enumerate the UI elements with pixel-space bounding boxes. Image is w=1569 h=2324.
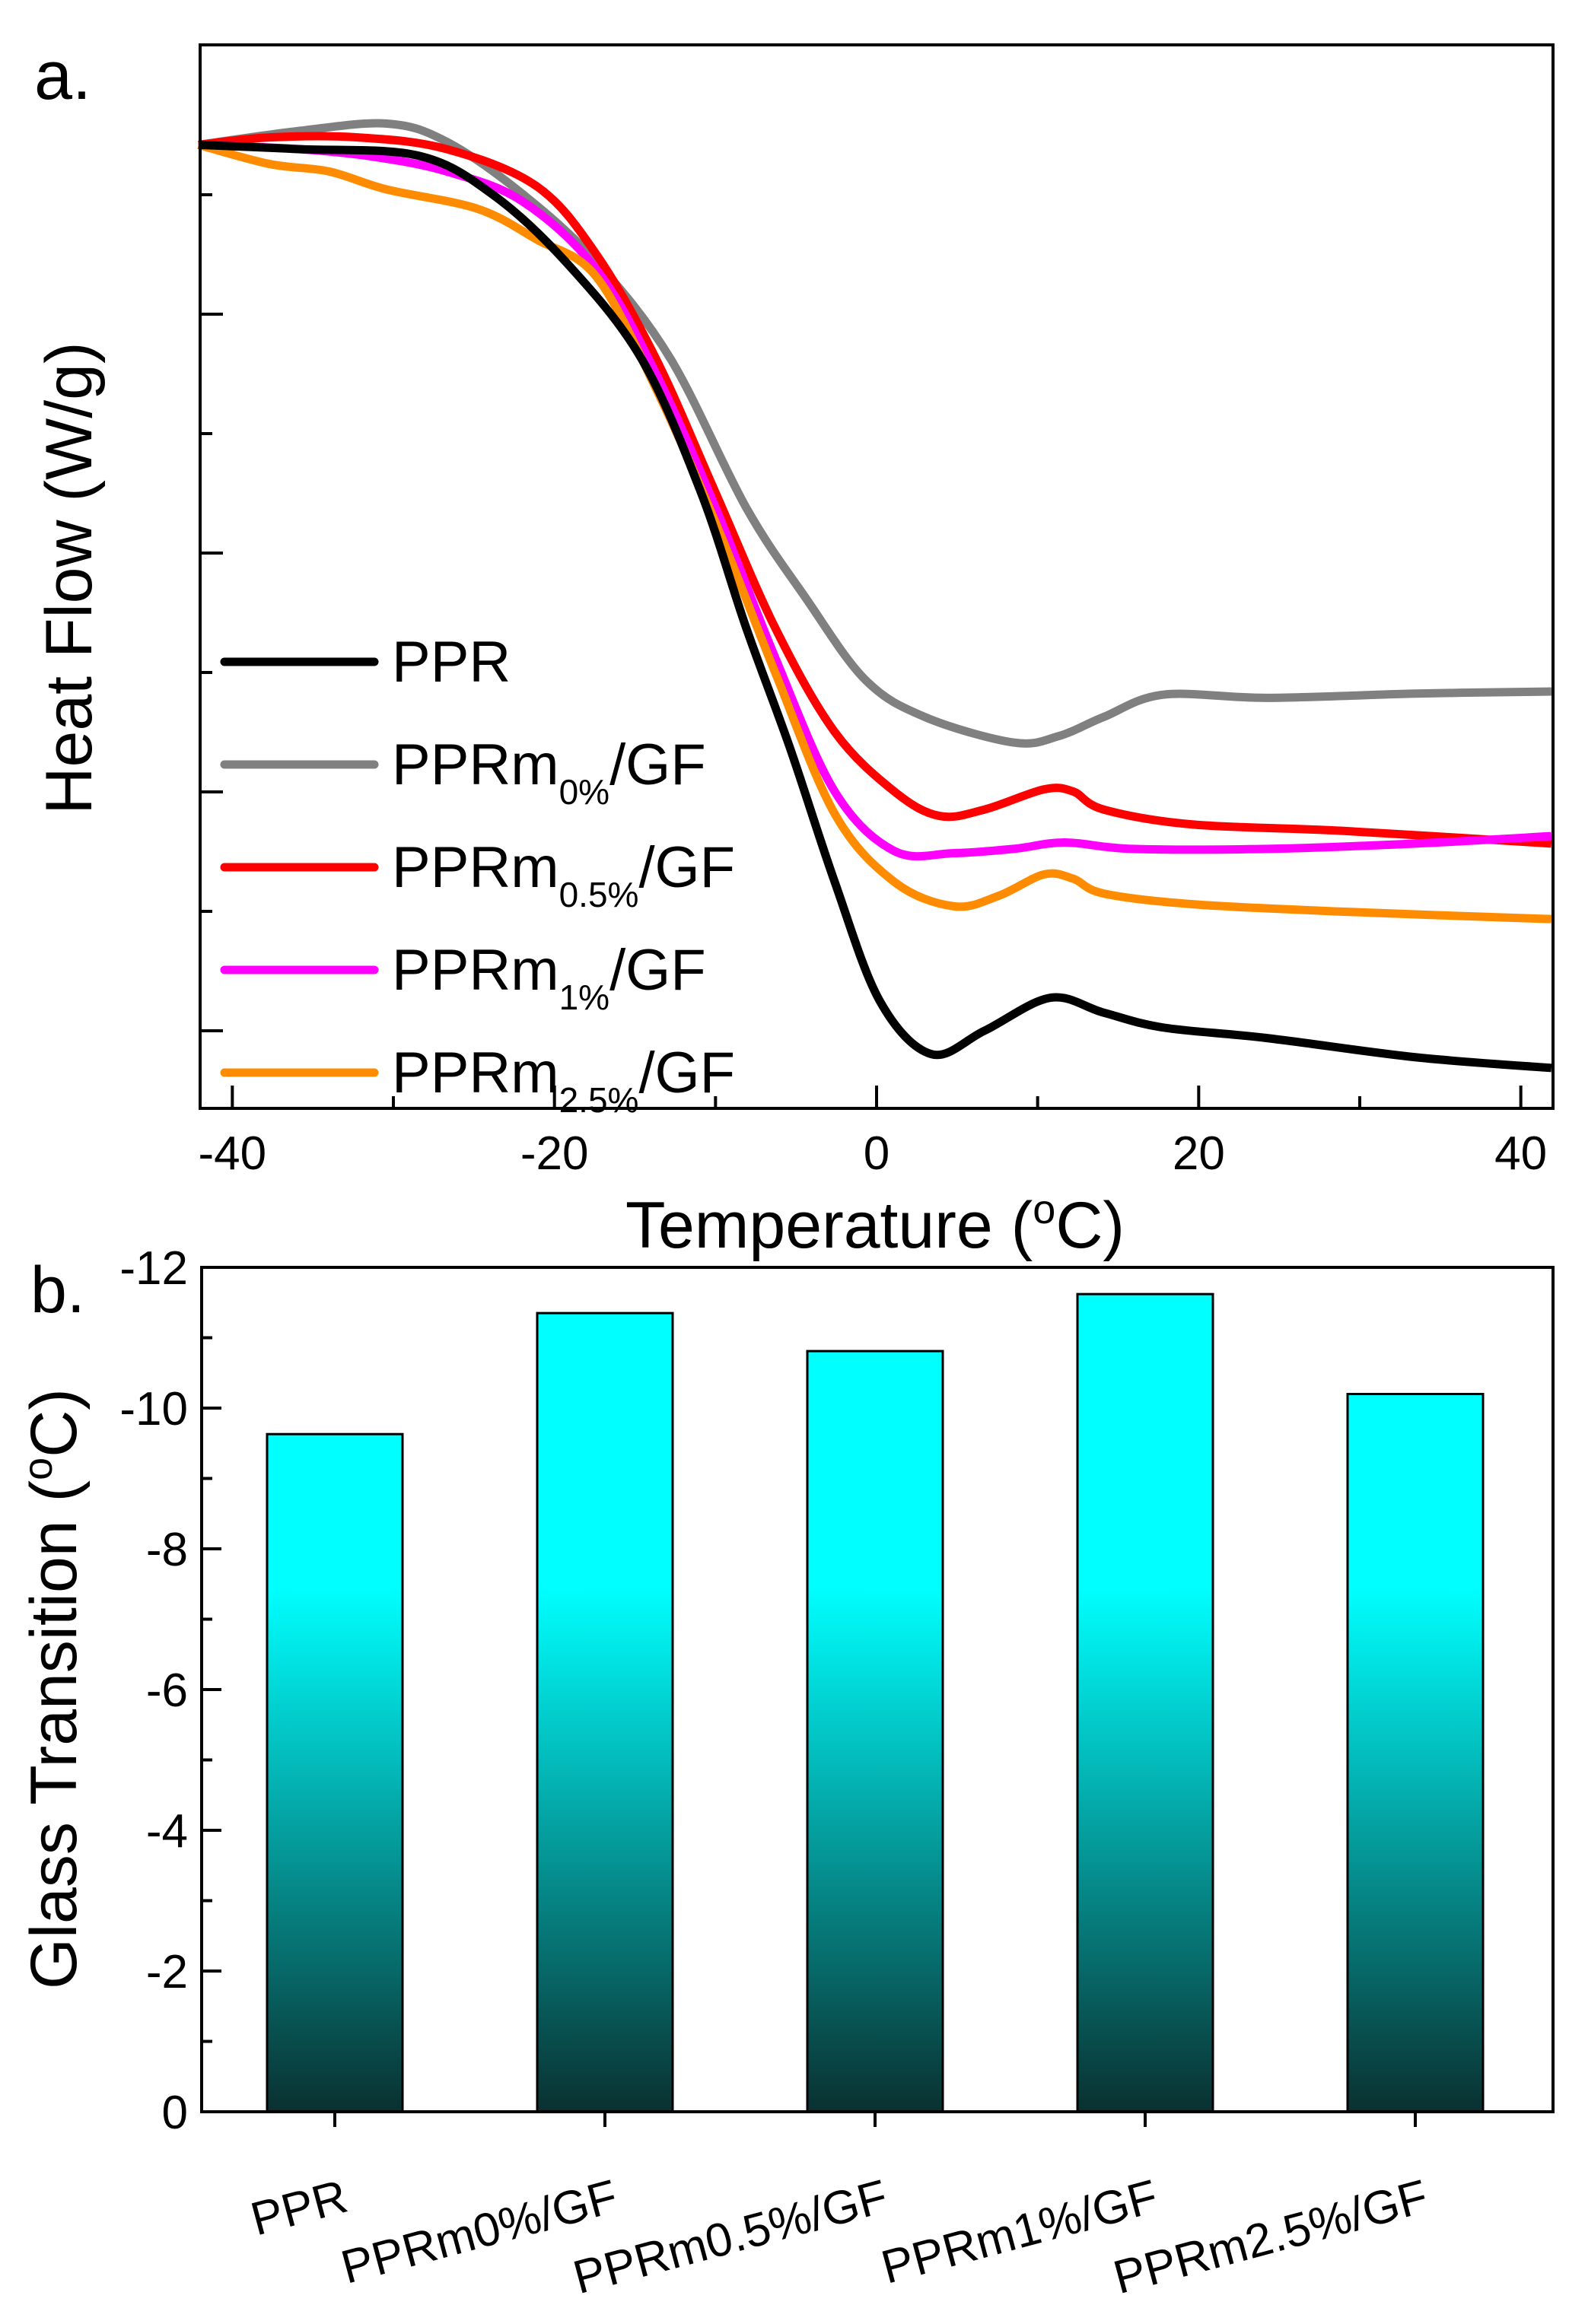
x-tick-label: -20: [520, 1127, 589, 1180]
y-tick-label: -2: [146, 1946, 188, 1998]
panel-b-y-axis-title: Glass Transition (oC): [15, 1388, 91, 1989]
x-tick-label: PPRm2.5%/GF: [1108, 2170, 1433, 2304]
legend-item: PPR: [220, 630, 511, 695]
y-tick-label: -12: [119, 1242, 188, 1295]
panel-b-label: b.: [30, 1254, 85, 1327]
legend: PPRPPRm0%/GFPPRm0.5%/GFPPRm1%/GFPPRm2.5%…: [220, 630, 735, 1120]
panel-a: a. -40 -20 0 20 40 Temperature (oC) Heat Flo…: [33, 38, 1555, 1262]
series-line-2: [198, 132, 1552, 848]
panel-a-x-tick-labels: -40 -20 0 20 40: [199, 1127, 1548, 1180]
legend-label-subscript: 0%: [559, 772, 609, 812]
legend-label-subscript: 2.5%: [559, 1080, 639, 1120]
y-tick-label: 0: [162, 2087, 188, 2139]
legend-label-suffix: /GF: [609, 938, 706, 1003]
panel-a-label: a.: [34, 38, 91, 114]
legend-label-base: PPR: [392, 630, 511, 695]
panel-b-x-tick-labels: PPRPPRm0%/GFPPRm0.5%/GFPPRm1%/GFPPRm2.5%…: [246, 2170, 1434, 2304]
bar: [1076, 1292, 1214, 2113]
x-tick-label: 20: [1173, 1127, 1225, 1180]
panel-b-y-tick-labels: 0 -2 -4 -6 -8 -10 -12: [119, 1242, 188, 2139]
x-tick-label: PPRm0.5%/GF: [568, 2170, 893, 2304]
panel-a-series: [197, 119, 1552, 1073]
legend-label-subscript: 1%: [559, 978, 609, 1017]
x-tick-label: PPR: [246, 2170, 353, 2246]
panel-b: b. 0-2-4-6-8-10-12 PPRPPRm0%/GFPPRm0.5%/…: [15, 1242, 1555, 2304]
series-line-4: [197, 141, 1552, 924]
legend-label-suffix: /GF: [638, 1041, 735, 1105]
panel-b-ticks: [202, 1266, 1417, 2127]
series-line-0: [198, 140, 1552, 1073]
legend-label-suffix: /GF: [609, 733, 706, 797]
legend-label-base: PPRm: [392, 1041, 559, 1105]
y-tick-label: -8: [146, 1524, 188, 1576]
legend-label: PPRm2.5%/GF: [392, 1041, 735, 1120]
bar: [266, 1432, 404, 2113]
legend-item: PPRm0.5%/GF: [220, 835, 735, 914]
legend-label: PPRm0.5%/GF: [392, 835, 735, 914]
legend-label-subscript: 0.5%: [559, 875, 639, 914]
legend-label-base: PPRm: [392, 733, 559, 797]
legend-label: PPRm1%/GF: [392, 938, 706, 1017]
bar: [806, 1350, 944, 2113]
legend-item: PPRm0%/GF: [220, 733, 706, 812]
x-tick-label: 0: [864, 1127, 890, 1180]
panel-a-ticks: [200, 193, 1523, 1108]
legend-label-suffix: /GF: [638, 835, 735, 900]
x-tick-label: -40: [199, 1127, 267, 1180]
y-tick-label: -6: [146, 1664, 188, 1717]
legend-label: PPR: [392, 630, 511, 695]
legend-item: PPRm2.5%/GF: [220, 1041, 735, 1120]
x-tick-label: 40: [1494, 1127, 1547, 1180]
panel-a-x-axis-title: Temperature (oC): [625, 1187, 1125, 1262]
series-line-1: [198, 119, 1551, 748]
bar: [536, 1311, 674, 2113]
bar: [1346, 1393, 1485, 2113]
legend-label-base: PPRm: [392, 938, 559, 1003]
series-line-3: [198, 140, 1552, 861]
y-tick-label: -10: [119, 1383, 188, 1435]
y-tick-label: -4: [146, 1805, 188, 1858]
legend-label: PPRm0%/GF: [392, 733, 706, 812]
panel-a-y-axis-title: Heat Flow (W/g): [33, 342, 106, 814]
panel-b-bars: [266, 1292, 1485, 2113]
legend-item: PPRm1%/GF: [220, 938, 706, 1017]
legend-label-base: PPRm: [392, 835, 559, 900]
